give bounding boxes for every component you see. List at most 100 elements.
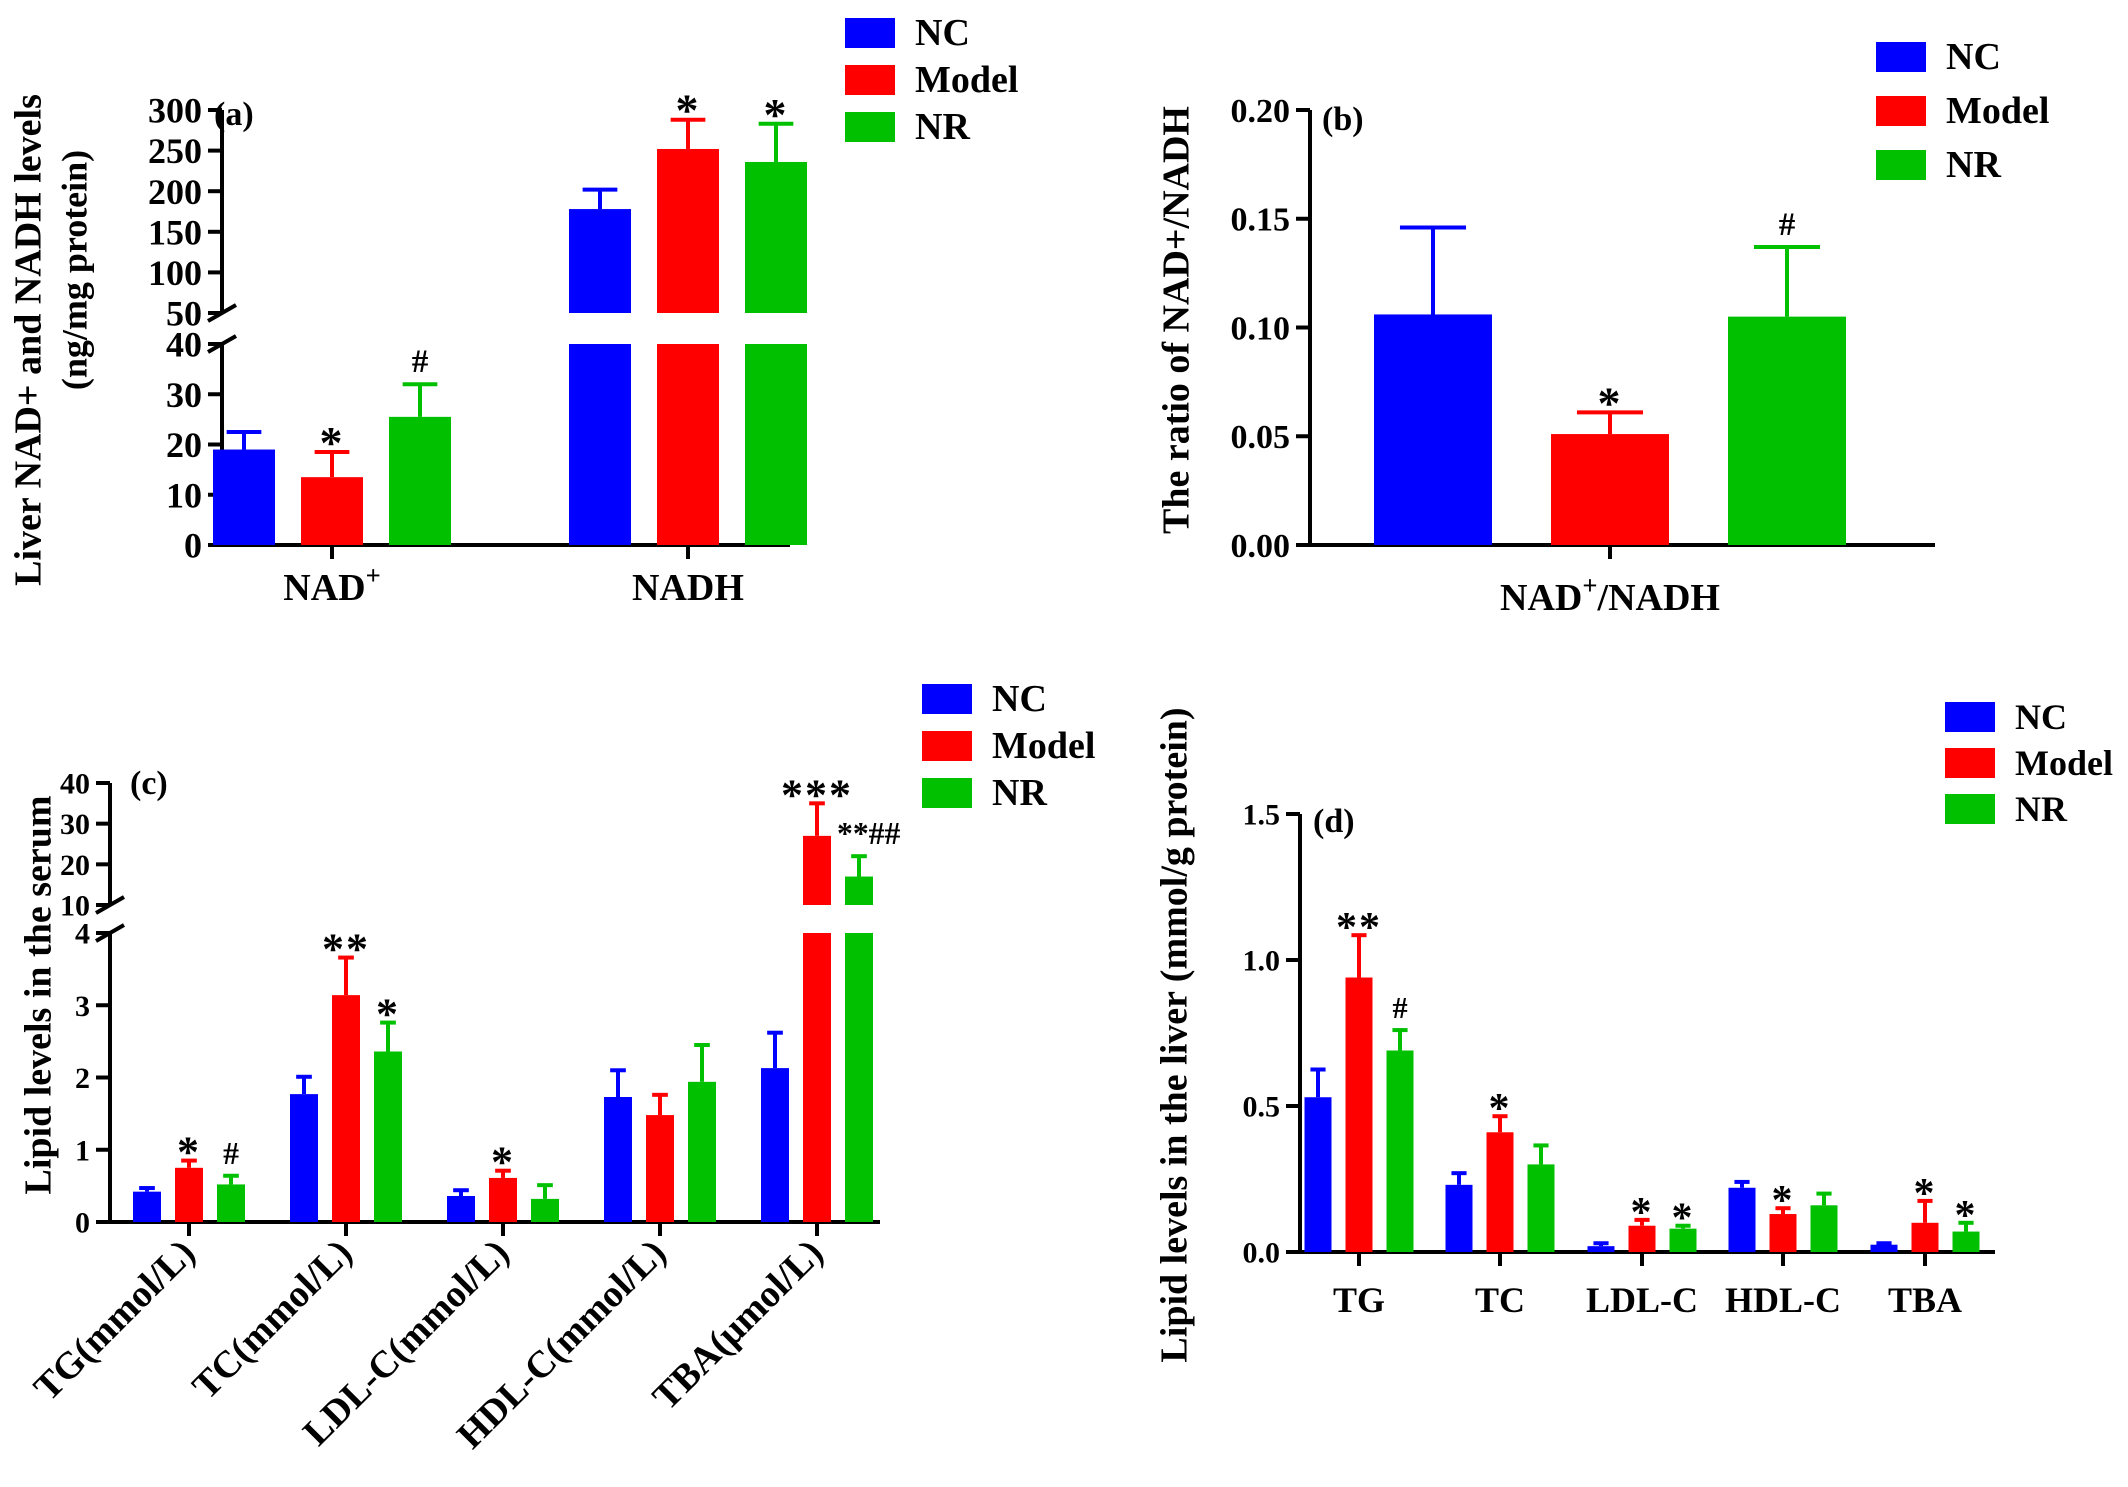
bar [1304, 1097, 1332, 1252]
legend-label: Model [2015, 743, 2113, 783]
y-tick-label: 40 [166, 325, 202, 365]
legend-label: NC [992, 678, 1047, 720]
legend-swatch [1945, 702, 1995, 732]
significance-mark: # [223, 1136, 239, 1171]
y-tick-label: 0.0 [1243, 1237, 1281, 1270]
panel-label: (d) [1313, 803, 1355, 840]
y-tick-label: 0.15 [1231, 202, 1291, 239]
bar [489, 1177, 517, 1222]
significance-mark: **## [837, 816, 901, 851]
bar [301, 477, 363, 545]
y-tick-label: 30 [60, 808, 90, 841]
x-tick-label-sup: + [366, 560, 381, 590]
y-axis: 0 1 2 3 410 20 30 40 [60, 768, 125, 1240]
bar [1374, 314, 1492, 545]
y-axis: 0.00 0.05 0.10 0.15 0.20 [1231, 93, 1312, 565]
bar [1445, 1184, 1473, 1252]
bar [290, 1094, 318, 1222]
significance-mark: * [1489, 1086, 1512, 1132]
bar [1345, 977, 1373, 1252]
significance-mark: # [1392, 991, 1407, 1025]
legend-label: NC [1946, 36, 2001, 78]
chart-panel-c: 0123410203040TG(mmol/L)TC(mmol/L)LDL-C(m… [18, 678, 1096, 1457]
y-tick-label: 200 [148, 172, 202, 212]
significance-mark: * [376, 990, 400, 1039]
bar [1551, 434, 1669, 545]
significance-mark: * [177, 1128, 201, 1177]
y-tick-label: 10 [60, 890, 90, 923]
bar [213, 449, 275, 545]
bar [389, 416, 451, 545]
bar [1386, 1050, 1414, 1252]
legend-label: NR [2015, 789, 2068, 829]
bar [133, 1191, 161, 1222]
bar [1728, 316, 1846, 545]
y-axis-label-line2: (ng/mg protein) [54, 150, 94, 390]
y-tick-label: 50 [166, 294, 202, 334]
legend: NC Model NR [1876, 36, 2049, 186]
bar [845, 933, 873, 1222]
significance-mark: # [1779, 206, 1796, 243]
y-tick-label: 2 [75, 1062, 90, 1095]
legend-swatch [845, 65, 895, 95]
legend-swatch [922, 684, 972, 714]
x-tick-label-base: NADH [632, 567, 744, 609]
significance-mark: * [676, 85, 701, 136]
bar [175, 1167, 203, 1222]
y-tick-label: 20 [166, 425, 202, 465]
x-tick-label-after: /NADH [1597, 577, 1720, 619]
significance-mark: *** [781, 770, 853, 819]
x-tick-label-base: NAD [1500, 577, 1582, 619]
bar [745, 344, 807, 545]
significance-mark: * [1672, 1196, 1695, 1242]
panel-label: (a) [214, 96, 254, 133]
y-axis-label: Lipid levels in the liver (mmol/g protei… [1154, 707, 1196, 1362]
y-tick-label: 300 [148, 91, 202, 131]
legend-swatch [922, 731, 972, 761]
y-tick-label: 150 [148, 212, 202, 252]
y-axis: 0.0 0.5 1.0 1.5 [1243, 799, 1302, 1270]
significance-mark: * [1914, 1171, 1937, 1217]
y-tick-label: 0.05 [1231, 419, 1291, 456]
significance-mark: * [1631, 1190, 1654, 1236]
bar [604, 1097, 632, 1222]
bar [1587, 1246, 1615, 1252]
bar [688, 1081, 716, 1222]
legend-swatch [922, 778, 972, 808]
bar [1728, 1187, 1756, 1252]
bar [1486, 1132, 1514, 1252]
y-tick-label: 20 [60, 849, 90, 882]
legend-label: NC [915, 12, 970, 54]
bar [1628, 1225, 1656, 1252]
y-tick-label: 3 [75, 990, 90, 1023]
x-tick-label: TC(mmol/L) [184, 1232, 360, 1408]
legend-swatch [845, 112, 895, 142]
significance-mark: * [491, 1138, 515, 1187]
y-tick-label: 0 [184, 526, 202, 566]
y-tick-label: 1 [75, 1134, 90, 1167]
legend-swatch [1945, 794, 1995, 824]
y-tick-label: 40 [60, 768, 90, 801]
bar [803, 835, 831, 905]
legend-swatch [1876, 96, 1926, 126]
x-tick-label-base: NAD [283, 567, 365, 609]
significance-mark: * [1955, 1193, 1978, 1239]
legend-label: NC [2015, 697, 2067, 737]
legend-label: NR [992, 772, 1047, 814]
y-tick-label: 250 [148, 131, 202, 171]
bar [646, 1115, 674, 1222]
bar [569, 209, 631, 313]
y-axis-label: Lipid levels in the serum [18, 795, 60, 1194]
legend-swatch [1876, 150, 1926, 180]
y-axis-label: The ratio of NAD+/NADH [1156, 106, 1198, 534]
y-tick-label: 100 [148, 253, 202, 293]
bar [447, 1195, 475, 1222]
significance-mark: ** [322, 925, 370, 974]
significance-mark: * [764, 89, 789, 140]
legend-label: Model [1946, 90, 2049, 132]
legend-swatch [1876, 42, 1926, 72]
legend-swatch [845, 18, 895, 48]
